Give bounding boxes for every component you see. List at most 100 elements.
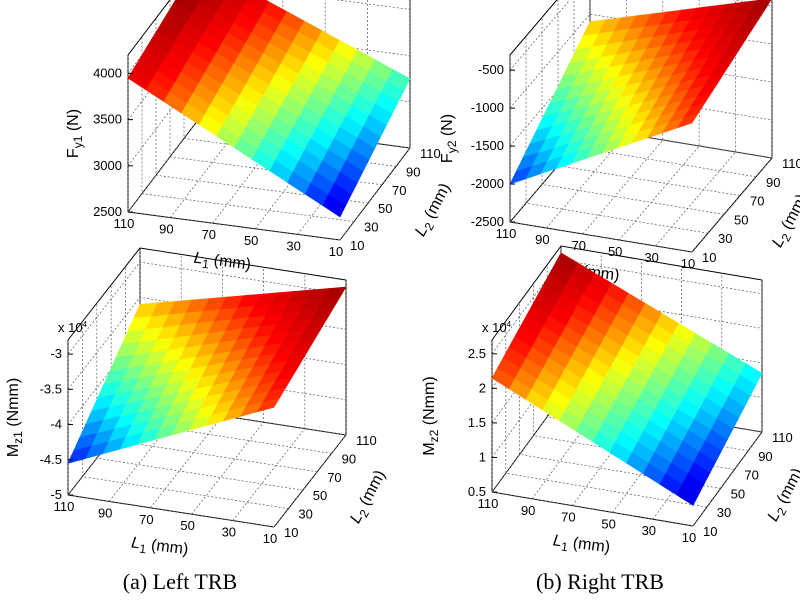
l1-gridline: [509, 0, 591, 223]
l2-tick-label: 70: [392, 183, 406, 198]
top-back-edge: [509, 0, 558, 56]
l2-gridline: [491, 340, 694, 527]
l1-gridline: [297, 0, 368, 235]
l1-tick-label: 90: [521, 503, 535, 518]
z-tick-label: -2000: [471, 176, 504, 191]
l1-tick-label: 50: [601, 516, 615, 531]
l1-tick-label: 110: [114, 216, 135, 231]
surface: [127, 0, 411, 218]
l1-axis-label: L1 (mm): [552, 532, 611, 559]
top-back-edge: [127, 0, 171, 56]
l2-tick-label: 110: [772, 430, 793, 445]
l2-gridline: [155, 18, 369, 204]
z-tick-label: -3.5: [40, 381, 62, 396]
l2-tick-label: 50: [313, 488, 327, 503]
z-axis-label: Fy1 (N): [65, 109, 85, 158]
z-gridline: [509, 0, 773, 71]
l1-tick-label: 90: [98, 505, 112, 520]
l1-gridline: [582, 0, 664, 235]
l1-tick-label: 50: [608, 244, 622, 259]
z-multiplier: x 104: [482, 320, 512, 335]
l2-tick-label: 50: [378, 201, 392, 216]
l2-tick-label: 10: [703, 524, 717, 539]
l2-tick-label: 110: [420, 146, 441, 161]
l2-tick-label: 70: [327, 470, 341, 485]
z-tick-label: 2: [479, 380, 486, 395]
l1-gridline: [618, 0, 700, 241]
z-tick-label: 0.5: [468, 484, 486, 499]
z-multiplier: x 104: [58, 320, 88, 335]
surface: [491, 252, 763, 506]
l1-tick-label: 10: [263, 531, 277, 546]
l1-tick-label: 110: [478, 496, 499, 511]
l2-tick-label: 90: [758, 449, 772, 464]
z-tick-label: -1500: [471, 138, 504, 153]
l1-axis-line: [127, 211, 341, 241]
z-tick-label: -4.5: [40, 452, 62, 467]
l2-gridline: [96, 303, 303, 491]
l1-tick-label: 10: [682, 530, 696, 545]
l1-axis-label: L1 (mm): [193, 250, 252, 277]
l2-tick-label: 30: [718, 231, 732, 246]
l1-gridline: [655, 0, 736, 247]
l1-tick-label: 110: [496, 226, 517, 241]
z-tick-label: -3: [50, 346, 62, 361]
l1-tick-label: 30: [286, 238, 300, 253]
l2-axis-label: L2 (mm): [769, 192, 800, 252]
l2-gridline: [525, 36, 709, 234]
surface-cell: [554, 252, 579, 274]
surface: [67, 286, 347, 464]
l2-gridline: [141, 36, 355, 222]
l1-gridline: [546, 0, 627, 229]
l2-tick-label: 70: [744, 468, 758, 483]
z-gridline: [509, 51, 773, 147]
caption-right: (b) Right TRB: [536, 569, 664, 594]
surface-cell: [194, 0, 200, 3]
l2-tick-label: 110: [356, 433, 377, 448]
l2-tick-label: 50: [731, 486, 745, 501]
l1-tick-label: 70: [561, 510, 575, 525]
l1-tick-label: 50: [180, 518, 194, 533]
z-axis-label: Fy2 (N): [439, 114, 459, 163]
surface: [509, 0, 772, 185]
l2-tick-label: 50: [734, 212, 748, 227]
l2-tick-label: 90: [342, 451, 356, 466]
surface-cell: [244, 0, 270, 13]
l2-tick-label: 10: [702, 250, 716, 265]
l2-tick-label: 70: [750, 194, 764, 209]
l1-tick-label: 70: [202, 227, 216, 242]
z-tick-label: 1.5: [468, 415, 486, 430]
l2-tick-label: 30: [298, 507, 312, 522]
z-gridline: [67, 296, 347, 390]
top-back-edge: [67, 247, 347, 341]
l2-tick-label: 90: [406, 164, 420, 179]
surface-cell: [217, 0, 224, 3]
surface-cell: [133, 302, 158, 318]
l1-tick-label: 30: [644, 250, 658, 265]
caption-left: (a) Left TRB: [123, 569, 237, 594]
z-tick-label: -5: [50, 487, 62, 502]
z-tick-label: 3000: [93, 158, 122, 173]
l2-tick-label: 110: [782, 156, 800, 171]
z-tick-label: 4000: [93, 65, 122, 80]
l1-tick-label: 10: [329, 244, 343, 259]
z-axis-label: Mz2 (Nmm): [421, 376, 441, 455]
l1-axis-label: L1 (mm): [130, 534, 189, 561]
l1-gridline: [691, 0, 773, 253]
l1-gridline: [339, 0, 411, 241]
l2-gridline: [183, 0, 397, 167]
l2-gridline: [82, 321, 289, 509]
l2-axis-label: L2 (mm): [765, 466, 800, 526]
l2-tick-label: 10: [350, 238, 364, 253]
l1-tick-label: 70: [572, 238, 586, 253]
surface-cell: [240, 0, 247, 3]
z-tick-label: 3500: [93, 112, 122, 127]
z-tick-label: 2.5: [468, 346, 486, 361]
l2-tick-label: 10: [284, 525, 298, 540]
l1-tick-label: 30: [642, 523, 656, 538]
